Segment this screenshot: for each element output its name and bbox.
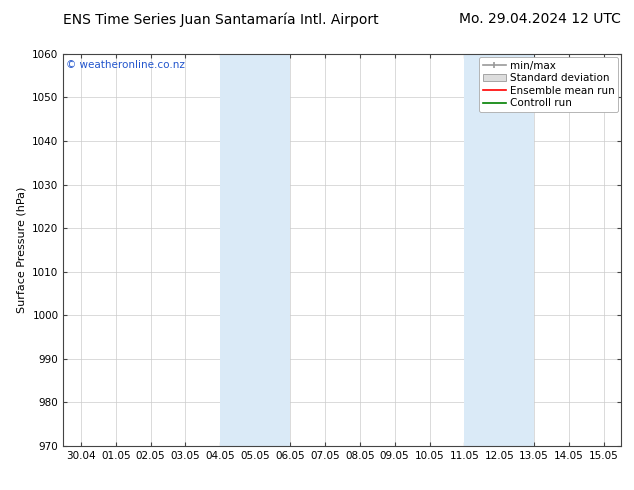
Bar (464, 54, 534, 446)
Text: ENS Time Series Juan Santamaría Intl. Airport: ENS Time Series Juan Santamaría Intl. Ai… (63, 12, 379, 27)
Bar (221, 54, 290, 446)
Text: Mo. 29.04.2024 12 UTC: Mo. 29.04.2024 12 UTC (460, 12, 621, 26)
Legend: min/max, Standard deviation, Ensemble mean run, Controll run: min/max, Standard deviation, Ensemble me… (479, 57, 618, 112)
Y-axis label: Surface Pressure (hPa): Surface Pressure (hPa) (16, 187, 27, 313)
Text: © weatheronline.co.nz: © weatheronline.co.nz (66, 60, 185, 70)
